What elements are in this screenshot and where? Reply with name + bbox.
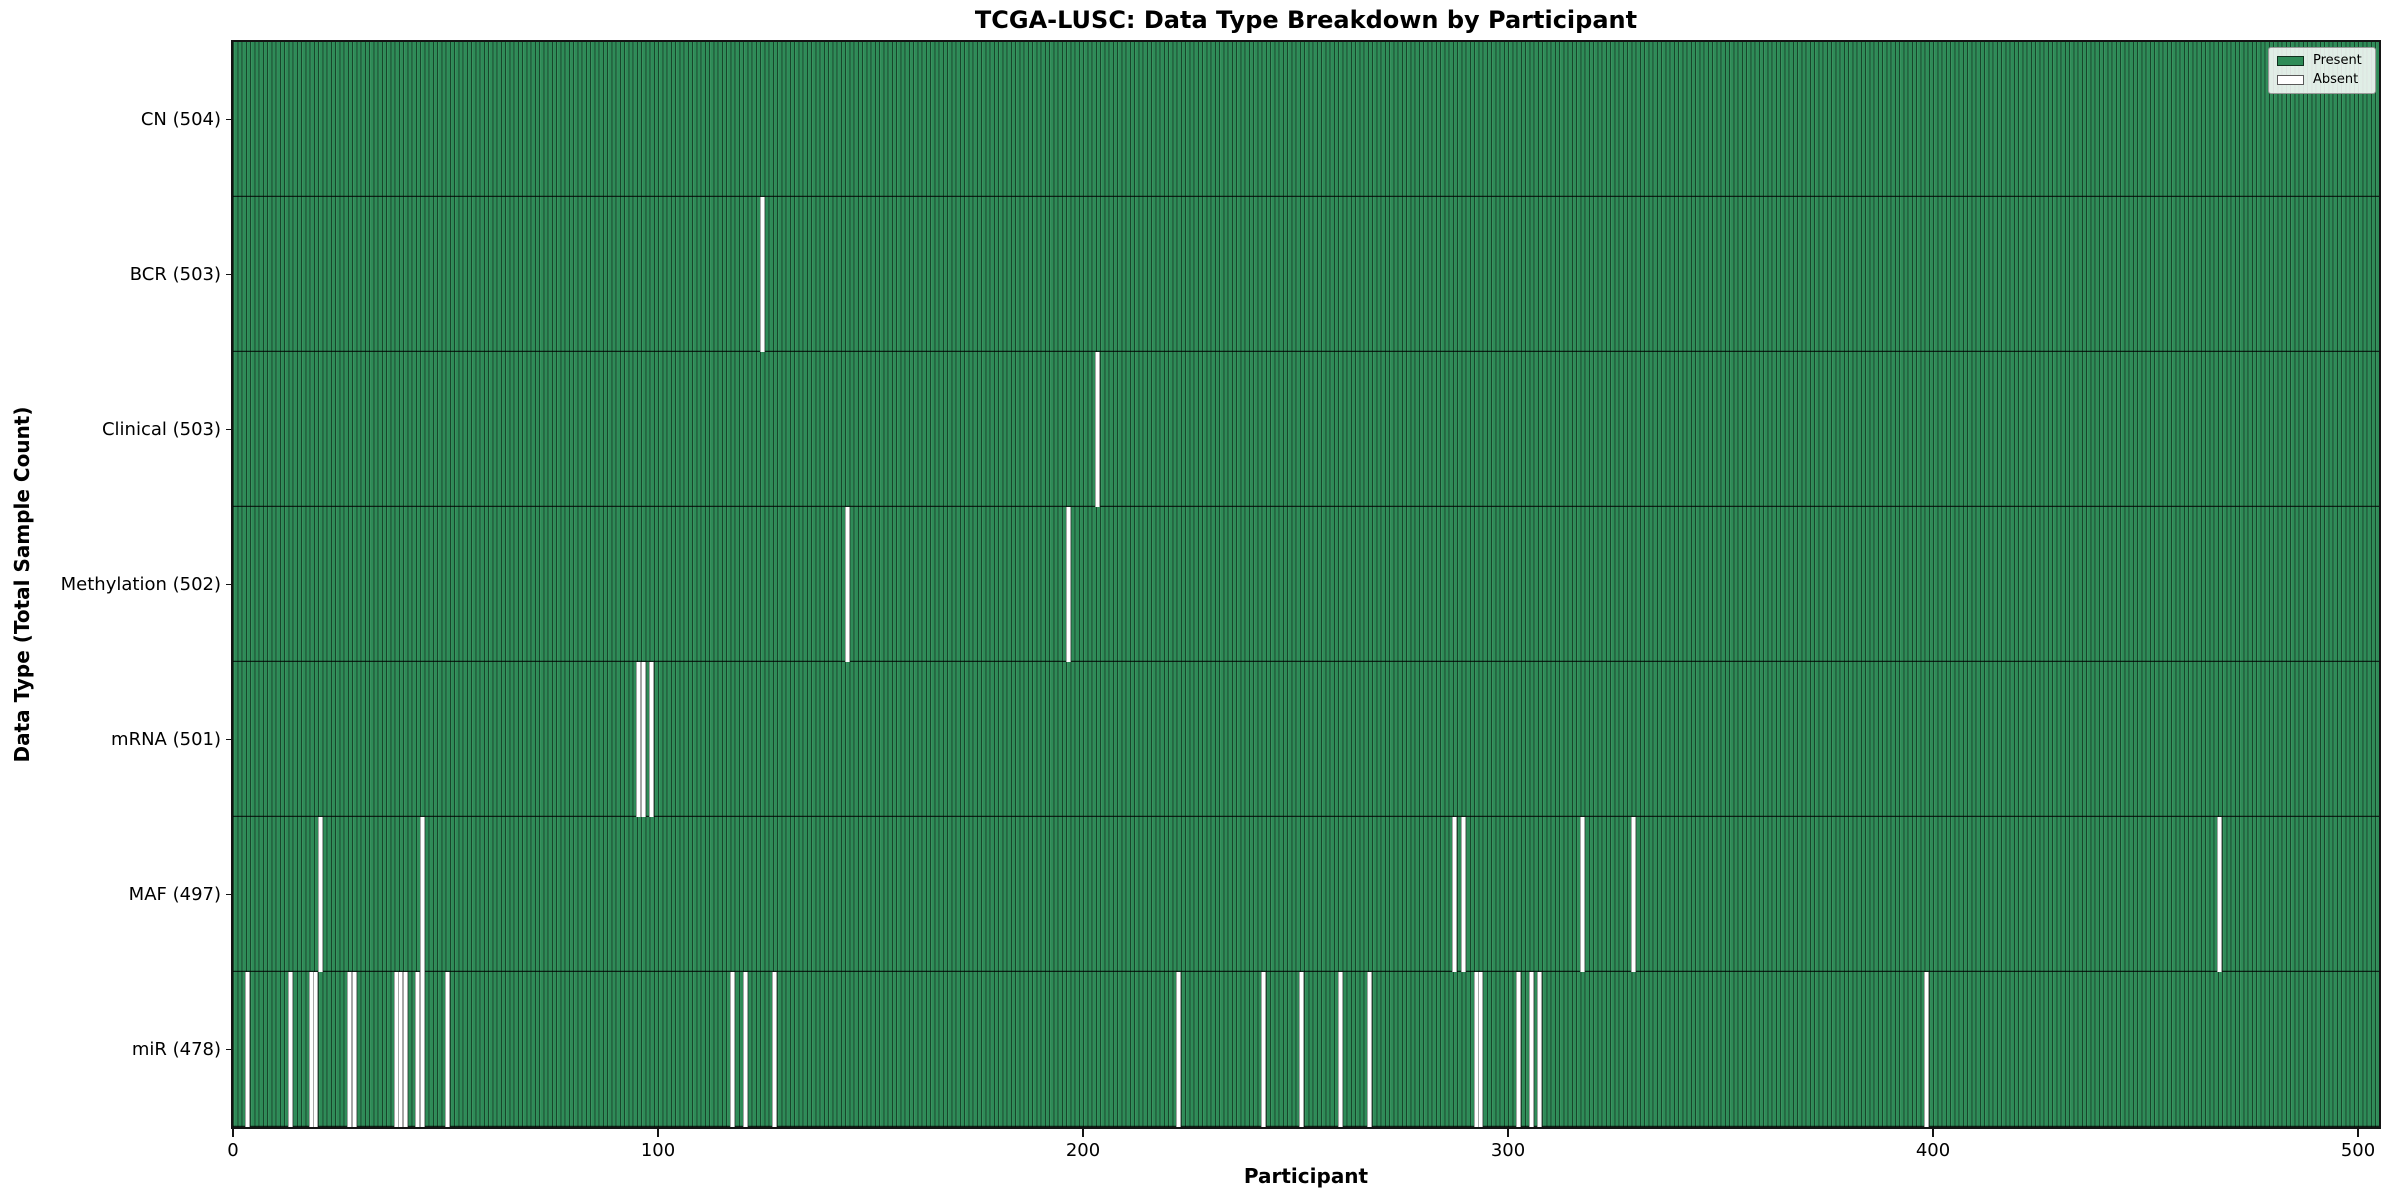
absent-mark (1477, 972, 1483, 1127)
y-tick-mark (226, 583, 233, 586)
x-tick-label: 200 (1065, 1140, 1101, 1161)
y-tick-label: CN (504) (140, 108, 221, 130)
y-tick-label: mRNA (501) (111, 728, 221, 750)
absent-mark (245, 972, 251, 1127)
absent-mark (759, 197, 765, 352)
x-tick-label: 400 (1915, 1140, 1951, 1161)
y-tick-mark (226, 118, 233, 121)
row-Methylation (233, 507, 2379, 662)
x-tick-mark (1507, 1129, 1509, 1137)
x-tick-mark (232, 1129, 234, 1137)
x-tick-mark (1082, 1129, 1084, 1137)
absent-mark (351, 972, 357, 1127)
absent-mark (402, 972, 408, 1127)
y-tick-label: MAF (497) (128, 883, 221, 905)
x-tick-label: 500 (2340, 1140, 2376, 1161)
absent-mark (1452, 817, 1458, 972)
absent-mark (1460, 817, 1466, 972)
absent-mark (1261, 972, 1267, 1127)
x-tick-mark (657, 1129, 659, 1137)
absent-mark (1176, 972, 1182, 1127)
absent-mark (317, 817, 323, 972)
absent-mark (1337, 972, 1343, 1127)
legend: Present Absent (2268, 47, 2376, 94)
row-Clinical (233, 352, 2379, 507)
legend-label: Present (2313, 53, 2362, 68)
absent-mark (419, 972, 425, 1127)
absent-mark (1299, 972, 1305, 1127)
x-tick-label: 0 (227, 1140, 239, 1161)
x-tick-label: 100 (640, 1140, 676, 1161)
legend-swatch-icon (2277, 75, 2304, 85)
absent-mark (742, 972, 748, 1127)
x-axis-label: Participant (1243, 1164, 1369, 1188)
x-tick-mark (2357, 1129, 2359, 1137)
absent-mark (1516, 972, 1522, 1127)
y-tick-mark (226, 273, 233, 276)
x-tick-mark (1932, 1129, 1934, 1137)
legend-item-absent: Absent (2277, 73, 2367, 87)
y-tick-mark (226, 428, 233, 431)
absent-mark (1630, 817, 1636, 972)
row-mRNA (233, 662, 2379, 817)
absent-mark (729, 972, 735, 1127)
y-tick-label: miR (478) (131, 1038, 221, 1060)
absent-mark (1528, 972, 1534, 1127)
chart-title: TCGA-LUSC: Data Type Breakdown by Partic… (974, 6, 1638, 34)
plot-area (231, 40, 2381, 1129)
absent-mark (1095, 352, 1101, 507)
absent-mark (2217, 817, 2223, 972)
absent-mark (640, 662, 646, 817)
absent-mark (419, 817, 425, 972)
absent-mark (1065, 507, 1071, 662)
absent-mark (1537, 972, 1543, 1127)
absent-mark (844, 507, 850, 662)
y-tick-label: Clinical (503) (101, 418, 221, 440)
legend-swatch-icon (2277, 56, 2304, 66)
absent-mark (313, 972, 319, 1127)
absent-mark (1924, 972, 1930, 1127)
absent-mark (1367, 972, 1373, 1127)
y-tick-mark (226, 893, 233, 896)
absent-mark (445, 972, 451, 1127)
y-tick-label: Methylation (502) (60, 573, 221, 595)
row-MAF (233, 817, 2379, 972)
row-miR (233, 972, 2379, 1127)
y-tick-mark (226, 1048, 233, 1051)
absent-mark (287, 972, 293, 1127)
legend-label: Absent (2313, 72, 2359, 87)
row-BCR (233, 197, 2379, 352)
y-tick-label: BCR (503) (129, 263, 221, 285)
y-tick-mark (226, 738, 233, 741)
row-CN (233, 42, 2379, 197)
x-tick-label: 300 (1490, 1140, 1526, 1161)
absent-mark (772, 972, 778, 1127)
absent-mark (649, 662, 655, 817)
legend-item-present: Present (2277, 54, 2367, 68)
absent-mark (1579, 817, 1585, 972)
